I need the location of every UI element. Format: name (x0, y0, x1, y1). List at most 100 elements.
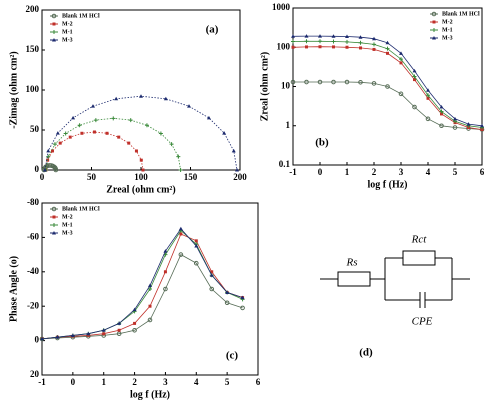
label: Rs (346, 257, 358, 269)
marker (58, 141, 62, 145)
marker (163, 249, 168, 253)
marker (385, 46, 390, 51)
series-line (41, 254, 243, 340)
marker (52, 223, 56, 227)
marker (231, 148, 236, 153)
x-tick-label: 200 (233, 172, 247, 182)
marker (117, 321, 122, 325)
marker (86, 331, 91, 336)
marker (425, 116, 431, 122)
marker (304, 79, 309, 85)
marker (93, 118, 98, 123)
x-tick-label: 3 (163, 377, 168, 387)
circuit-diagram (320, 250, 470, 308)
y-tick-label: 0 (35, 335, 40, 345)
y-tick-label: 0.1 (279, 159, 291, 169)
y-tick-label: 150 (26, 44, 40, 54)
label: CPE (412, 316, 433, 328)
marker (452, 125, 458, 130)
marker (331, 34, 336, 38)
marker (133, 321, 137, 325)
marker (345, 34, 349, 38)
marker (134, 149, 138, 153)
marker (139, 158, 143, 162)
marker (42, 168, 47, 172)
marker (132, 327, 137, 333)
legend-label: M-3 (62, 230, 73, 236)
marker (101, 328, 106, 332)
marker (46, 148, 51, 153)
marker (117, 328, 121, 332)
marker (128, 118, 133, 123)
marker (439, 109, 444, 114)
marker (331, 39, 336, 44)
x-tick-label: 50 (87, 172, 97, 182)
marker (105, 131, 109, 135)
marker (453, 116, 457, 121)
marker (117, 135, 121, 139)
x-tick-label: 6 (256, 377, 261, 387)
marker (399, 51, 403, 55)
x-axis-label: Zreal (ohm cm²) (106, 184, 175, 195)
y-tick-label: 50 (30, 124, 40, 134)
marker (290, 79, 296, 85)
marker (439, 123, 444, 129)
y-tick-label: -80 (27, 197, 39, 207)
marker (178, 252, 184, 257)
panel-label: (b) (315, 137, 329, 149)
marker (358, 40, 363, 45)
marker (431, 11, 437, 17)
marker (102, 332, 106, 336)
marker (63, 131, 68, 136)
y-tick-label: 1 (286, 120, 291, 130)
marker (52, 30, 56, 34)
marker (318, 45, 322, 49)
marker (331, 79, 336, 85)
marker (345, 39, 349, 44)
marker (440, 112, 443, 116)
marker (432, 36, 436, 40)
marker (332, 45, 335, 49)
y-tick-label: 0 (35, 164, 40, 174)
legend-label: Blank 1M HCl (442, 11, 480, 17)
x-tick-label: 5 (453, 167, 458, 177)
series-line (41, 229, 243, 340)
marker (52, 215, 56, 219)
x-axis-label: log f (Hz) (368, 179, 408, 190)
marker (51, 206, 57, 212)
marker (40, 336, 44, 341)
marker (147, 317, 153, 323)
marker (399, 61, 403, 65)
marker (372, 36, 376, 41)
marker (92, 130, 96, 134)
marker (148, 304, 152, 308)
resistor (337, 271, 371, 287)
marker (163, 270, 167, 274)
marker (194, 239, 198, 243)
plot-frame (41, 202, 259, 376)
marker (77, 123, 82, 128)
marker (55, 335, 60, 339)
marker (163, 286, 168, 292)
y-tick-label: 10 (281, 81, 291, 91)
marker (240, 295, 245, 300)
y-tick-label: 100 (26, 84, 40, 94)
marker (439, 105, 444, 109)
marker (176, 154, 181, 159)
marker (358, 35, 363, 39)
label: Rct (411, 234, 428, 246)
marker (70, 333, 75, 337)
marker (318, 34, 322, 38)
marker (372, 47, 376, 51)
marker (187, 104, 192, 108)
marker (426, 88, 430, 92)
marker (80, 131, 84, 135)
x-tick-label: 4 (426, 167, 431, 177)
marker (399, 57, 403, 62)
marker (318, 39, 322, 44)
marker (345, 45, 349, 49)
marker (51, 13, 57, 19)
marker (52, 231, 56, 235)
marker (55, 131, 60, 135)
legend-label: M-2 (62, 21, 73, 27)
